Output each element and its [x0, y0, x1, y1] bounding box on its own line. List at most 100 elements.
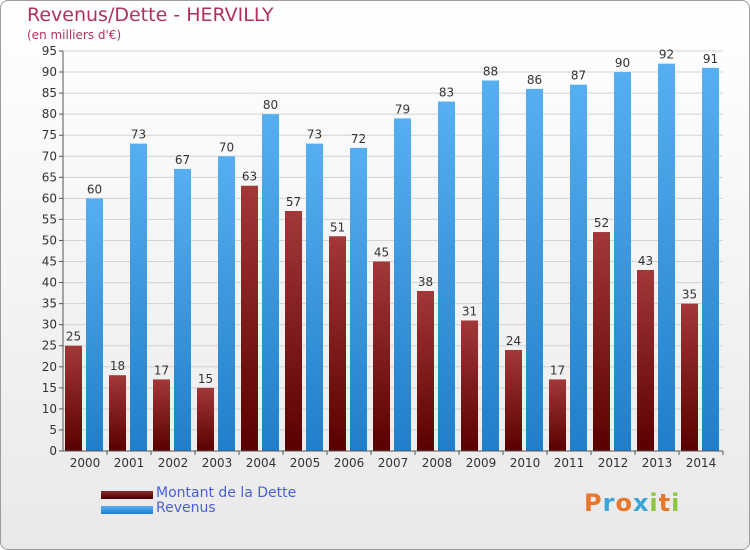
data-label-revenus: 83: [439, 86, 454, 100]
logo-letter: o: [615, 489, 633, 517]
y-tick-label: 95: [42, 44, 57, 58]
bar-revenus: [570, 84, 587, 452]
x-tick-label: 2001: [114, 456, 145, 470]
data-label-debt: 17: [154, 363, 169, 377]
legend-label-debt: Montant de la Dette: [156, 485, 297, 501]
x-tick-label: 2005: [290, 456, 321, 470]
x-tick-label: 2000: [70, 456, 101, 470]
y-tick-label: 60: [42, 191, 57, 205]
bar-debt: [593, 232, 610, 451]
bar-revenus: [86, 198, 103, 451]
bar-debt: [417, 291, 434, 451]
y-tick-label: 25: [42, 339, 57, 353]
data-label-revenus: 87: [571, 69, 586, 83]
chart-subtitle: (en milliers d'€): [27, 28, 122, 42]
y-tick-label: 90: [42, 65, 57, 79]
bar-debt: [549, 379, 566, 451]
bar-revenus: [262, 114, 279, 451]
bars-layer: [65, 63, 719, 452]
data-label-debt: 25: [66, 330, 81, 344]
data-label-debt: 31: [462, 304, 477, 318]
y-tick-label: 55: [42, 212, 57, 226]
bar-debt: [197, 387, 214, 451]
logo-letter: i: [671, 489, 681, 517]
data-label-debt: 15: [198, 372, 213, 386]
data-label-revenus: 91: [703, 52, 718, 66]
x-tick-label: 2009: [466, 456, 497, 470]
y-tick-label: 30: [42, 318, 57, 332]
x-tick-label: 2003: [202, 456, 233, 470]
bar-debt: [637, 269, 654, 451]
data-label-debt: 38: [418, 275, 433, 289]
bar-revenus: [438, 101, 455, 452]
bar-revenus: [526, 88, 543, 451]
data-label-revenus: 70: [219, 140, 234, 154]
legend-swatch-revenus: [101, 506, 153, 514]
bar-revenus: [482, 80, 499, 451]
bar-debt: [329, 236, 346, 451]
y-tick-label: 70: [42, 149, 57, 163]
x-tick-label: 2002: [158, 456, 189, 470]
y-tick-label: 85: [42, 86, 57, 100]
data-label-debt: 18: [110, 359, 125, 373]
logo-letter: P: [584, 489, 603, 517]
y-tick-label: 40: [42, 276, 57, 290]
x-tick-label: 2011: [554, 456, 585, 470]
data-label-debt: 57: [286, 195, 301, 209]
bar-debt: [373, 261, 390, 451]
y-tick-label: 15: [42, 381, 57, 395]
x-tick-label: 2007: [378, 456, 409, 470]
y-tick-label: 75: [42, 128, 57, 142]
bar-revenus: [174, 168, 191, 452]
axis-layer: 0 5 10 15 20 25 30 35 40 45 50 55 60 65 70 75 80 85 90 95 20…: [42, 44, 724, 470]
bar-debt: [65, 345, 82, 451]
bar-revenus: [394, 118, 411, 452]
bar-debt: [241, 185, 258, 451]
data-label-revenus: 60: [87, 182, 102, 196]
y-tick-label: 50: [42, 233, 57, 247]
y-tick-label: 35: [42, 297, 57, 311]
data-label-revenus: 67: [175, 153, 190, 167]
logo-letter: t: [658, 489, 672, 517]
bar-debt: [681, 303, 698, 451]
bar-revenus: [350, 147, 367, 451]
data-label-revenus: 92: [659, 48, 674, 62]
proxiti-logo: Proxiti: [584, 489, 680, 517]
data-label-revenus: 73: [307, 128, 322, 142]
data-label-debt: 43: [638, 254, 653, 268]
bar-revenus: [658, 63, 675, 451]
y-tick-label: 10: [42, 402, 57, 416]
data-label-revenus: 73: [131, 128, 146, 142]
data-label-debt: 52: [594, 216, 609, 230]
y-tick-label: 0: [49, 444, 57, 458]
data-label-revenus: 86: [527, 73, 542, 87]
logo-letter: r: [602, 489, 616, 517]
data-label-revenus: 80: [263, 98, 278, 112]
legend-swatch-debt: [101, 491, 153, 499]
data-label-revenus: 90: [615, 56, 630, 70]
bar-revenus: [614, 72, 631, 451]
data-label-debt: 45: [374, 246, 389, 260]
x-tick-label: 2008: [422, 456, 453, 470]
x-tick-label: 2013: [642, 456, 673, 470]
bar-debt: [461, 320, 478, 451]
bar-revenus: [306, 143, 323, 451]
x-tick-label: 2012: [598, 456, 629, 470]
y-tick-label: 65: [42, 170, 57, 184]
data-label-debt: 24: [506, 334, 521, 348]
data-label-debt: 35: [682, 288, 697, 302]
bar-revenus: [702, 67, 719, 451]
data-label-revenus: 72: [351, 132, 366, 146]
legend-label-revenus: Revenus: [156, 500, 216, 516]
data-label-revenus: 88: [483, 64, 498, 78]
data-label-debt: 51: [330, 220, 345, 234]
grid-layer: [63, 50, 723, 452]
data-label-debt: 17: [550, 363, 565, 377]
x-tick-label: 2010: [510, 456, 541, 470]
bar-revenus: [218, 156, 235, 451]
bar-debt: [153, 379, 170, 451]
data-label-debt: 63: [242, 170, 257, 184]
y-tick-label: 20: [42, 360, 57, 374]
bar-debt: [505, 349, 522, 451]
